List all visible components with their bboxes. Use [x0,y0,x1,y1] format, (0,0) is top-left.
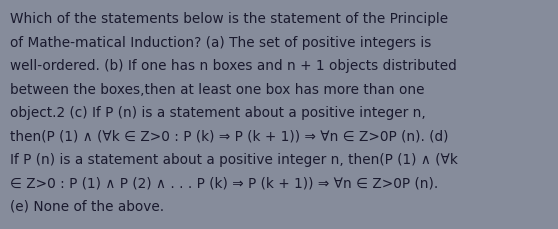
Text: object.2 (c) If P (n) is a statement about a positive integer n,: object.2 (c) If P (n) is a statement abo… [10,106,426,120]
Text: Which of the statements below is the statement of the Principle: Which of the statements below is the sta… [10,12,448,26]
Text: well-ordered. (b) If one has n boxes and n + 1 objects distributed: well-ordered. (b) If one has n boxes and… [10,59,457,73]
Text: then(P (1) ∧ (∀k ∈ Z>0 : P (k) ⇒ P (k + 1)) ⇒ ∀n ∈ Z>0P (n). (d): then(P (1) ∧ (∀k ∈ Z>0 : P (k) ⇒ P (k + … [10,129,449,143]
Text: If P (n) is a statement about a positive integer n, then(P (1) ∧ (∀k: If P (n) is a statement about a positive… [10,152,458,166]
Text: of Mathe-matical Induction? (a) The set of positive integers is: of Mathe-matical Induction? (a) The set … [10,35,431,49]
Text: ∈ Z>0 : P (1) ∧ P (2) ∧ . . . P (k) ⇒ P (k + 1)) ⇒ ∀n ∈ Z>0P (n).: ∈ Z>0 : P (1) ∧ P (2) ∧ . . . P (k) ⇒ P … [10,176,438,190]
Text: between the boxes,then at least one box has more than one: between the boxes,then at least one box … [10,82,425,96]
Text: (e) None of the above.: (e) None of the above. [10,199,164,213]
